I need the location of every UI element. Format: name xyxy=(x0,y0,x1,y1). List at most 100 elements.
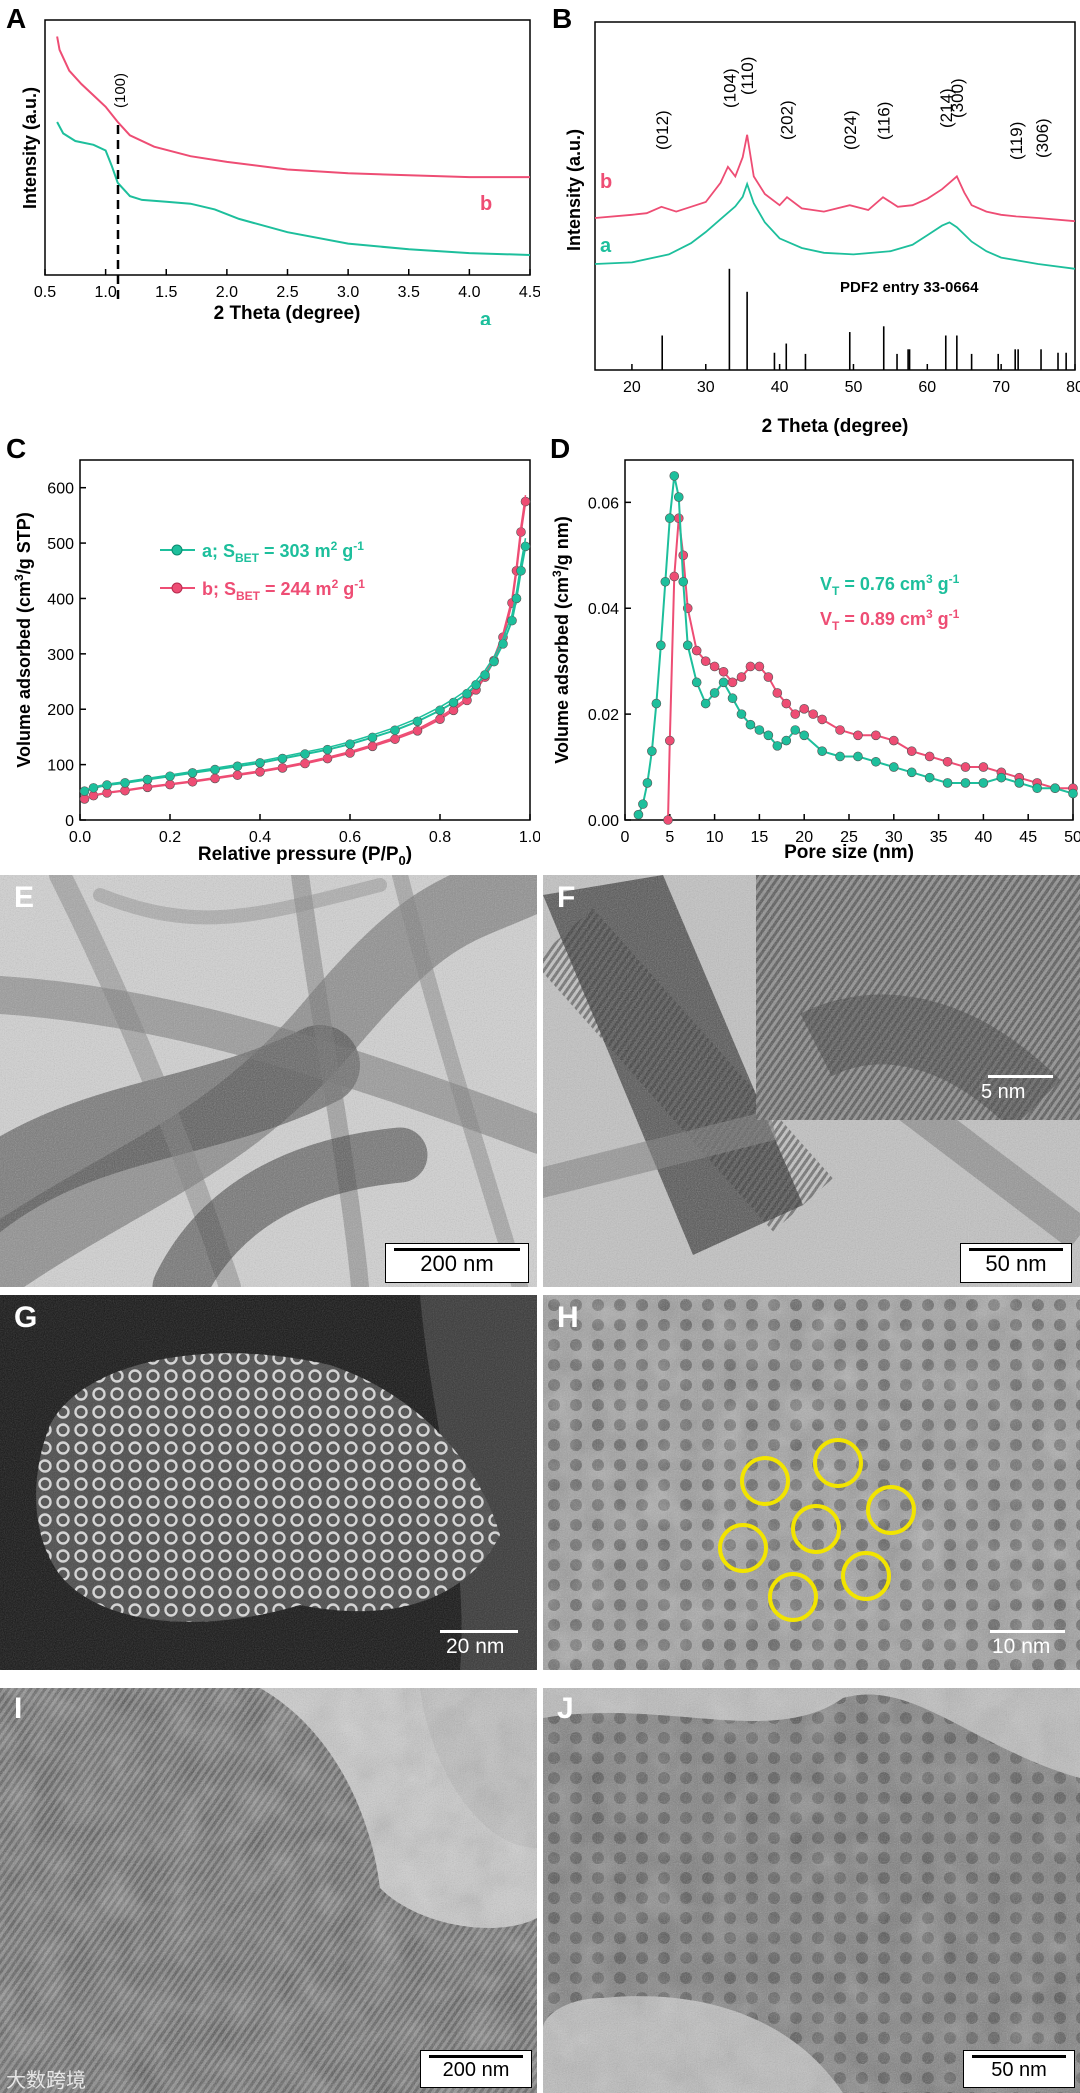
panel-d-line-a-point xyxy=(1050,783,1060,794)
panel-b-ylabel: Intensity (a.u.) xyxy=(564,129,584,251)
panel-d-line-a-point xyxy=(799,730,810,741)
panel-b-peak-label: (116) xyxy=(875,102,894,140)
panel-b-xlabel: 2 Theta (degree) xyxy=(762,416,909,437)
panel-letter-g: G xyxy=(14,1301,38,1334)
panel-f-scale-label: 50 nm xyxy=(985,1251,1047,1276)
panel-c-xtick-label: 0.8 xyxy=(429,829,451,846)
panel-d-line-b-point xyxy=(772,688,783,698)
panel-d-line-a-point xyxy=(736,709,747,719)
panel-b-xtick-label: 50 xyxy=(845,379,863,396)
panel-c-xtick-label: 0.2 xyxy=(159,829,181,846)
panel-c-xtick-label: 1.0 xyxy=(519,829,540,846)
panel-d-line-b-point xyxy=(817,714,827,725)
panel-d-line-a-point xyxy=(781,735,792,746)
panel-b-line-a xyxy=(594,181,1076,270)
panel-b-peak-label: (214) xyxy=(937,88,956,128)
svg-text:b; SBET = 244 m2 g-1: b; SBET = 244 m2 g-1 xyxy=(202,577,365,603)
panel-d-line-a-point xyxy=(996,772,1007,783)
panel-letter-c: C xyxy=(6,433,26,464)
panel-b-peak-label: (202) xyxy=(777,100,796,140)
panel-a-xtick-label: 0.5 xyxy=(34,284,56,301)
watermark-logo: 大数跨境 xyxy=(6,2070,86,2092)
panel-a-peak-label: (100) xyxy=(112,73,129,108)
panel-b-xtick-label: 70 xyxy=(992,379,1010,396)
panel-g-haadf-image: G 20 nm xyxy=(0,1295,537,1670)
panel-c-xtick-label: 0.6 xyxy=(339,829,361,846)
panel-d-line-b-point xyxy=(763,672,774,682)
panel-a-xticks: 0.5 1.0 1.5 2.0 2.5 3.0 3.5 4.0 4.5 xyxy=(34,269,540,301)
panel-c-line-a-point xyxy=(520,541,531,552)
panel-c-ytick-label: 400 xyxy=(47,591,74,608)
panel-d-line-b-point xyxy=(924,751,935,762)
panel-d-line-a-point xyxy=(763,730,774,741)
panel-d-xtick-label: 0 xyxy=(621,829,630,846)
panel-c-ytick-label: 200 xyxy=(47,702,74,719)
panel-a-xtick-label: 4.5 xyxy=(519,284,540,301)
panel-d-line-a-point xyxy=(835,751,845,762)
panel-c-ytick-label: 500 xyxy=(47,536,74,553)
panel-b-lines xyxy=(594,134,1076,270)
panel-i-tem-image: I 200 nm 大数跨境 xyxy=(0,1688,537,2093)
panel-d-xtick-label: 15 xyxy=(751,829,769,846)
panel-d-line-a-point xyxy=(660,576,671,587)
panel-d-line-a-point xyxy=(745,719,756,730)
panel-d-line-a-point xyxy=(853,751,863,762)
panel-f-scale-box: 50 nm xyxy=(960,1243,1072,1283)
panel-d-line-a-point xyxy=(633,809,644,820)
panel-c-xtick-label: 0.4 xyxy=(249,829,271,846)
panel-a-xtick-label: 2.5 xyxy=(276,284,298,301)
panel-f-inset: 5 nm xyxy=(756,875,1080,1120)
panel-d-line-a-point xyxy=(727,693,738,704)
panel-d-line-a-point xyxy=(924,772,935,783)
panel-a-lines xyxy=(56,36,531,256)
panel-c-line-a-point xyxy=(165,771,175,782)
panel-d-ytick-label: 0.04 xyxy=(588,601,619,618)
panel-d-line-b-point xyxy=(906,746,917,756)
panel-d-xlabel: Pore size (nm) xyxy=(784,842,914,863)
panel-d-line-b-point xyxy=(736,672,747,682)
panel-a-xtick-label: 1.0 xyxy=(95,284,117,301)
panel-d-line-a-point xyxy=(709,688,720,698)
panel-c-line-a-point xyxy=(210,764,220,775)
panel-d-xtick-label: 5 xyxy=(665,829,674,846)
panel-b-peak-label: (300) xyxy=(948,78,967,118)
panel-d-ticks: 0 5 10 15 20 25 30 35 40 45 50 0.00 0.02 0.04 0.06 xyxy=(588,495,1080,846)
panel-d-ylabel: Volume adsorbed (cm3/g nm) xyxy=(550,516,572,763)
panel-d-vt-b: VT = 0.89 cm3 g-1 xyxy=(820,607,960,633)
panel-a-xtick-label: 3.5 xyxy=(398,284,420,301)
panel-d-line-b-point xyxy=(888,735,899,746)
panel-b-xtick-label: 20 xyxy=(623,379,641,396)
panel-b-xticks: 20 30 40 50 60 70 80 xyxy=(623,364,1080,396)
panel-a-chart: A 0.5 1.0 1.5 2.0 2.5 3.0 3.5 4.0 4.5 2 Theta (d… xyxy=(6,3,540,325)
panel-d-line-a-point xyxy=(790,725,801,735)
svg-text:a; SBET = 303 m2 g-1: a; SBET = 303 m2 g-1 xyxy=(202,539,364,565)
panel-c-line-a-point xyxy=(187,768,198,778)
panel-d-line-a-point xyxy=(1014,778,1025,788)
panel-a-line-b xyxy=(56,36,530,179)
panel-b-axes xyxy=(594,21,1076,371)
panel-c-ytick-label: 100 xyxy=(47,758,74,775)
panel-b-peak-label: (119) xyxy=(1007,122,1026,160)
panel-b-peak-label: (104) xyxy=(720,68,739,108)
panel-c-ylabel: Volume adsorbed (cm3/g STP) xyxy=(12,512,34,767)
panel-b-xtick-label: 80 xyxy=(1066,379,1080,396)
panel-c-ticks: 0.0 0.2 0.4 0.6 0.8 1.0 0 100 200 300 400 500 600 xyxy=(47,481,540,846)
panel-c-line-a-point xyxy=(79,786,90,797)
panel-d-line-a-point xyxy=(772,741,783,751)
panel-d-lines xyxy=(633,471,1078,825)
panel-d-line-a xyxy=(637,475,1074,816)
panel-d-line-b-point xyxy=(709,661,720,672)
panel-d-ytick-label: 0.02 xyxy=(588,707,619,724)
panel-i-scale-box: 200 nm xyxy=(420,2050,532,2088)
panel-a-xtick-label: 1.5 xyxy=(155,284,177,301)
panel-d-line-b-point xyxy=(781,698,792,709)
panel-c-axes xyxy=(79,459,531,821)
panel-b-label-b: b xyxy=(600,171,612,193)
panel-c-line-a-desorption xyxy=(84,538,527,792)
panel-b-peak-label: (110) xyxy=(738,57,757,95)
panel-d-xtick-label: 20 xyxy=(795,829,813,846)
panel-c-ytick-label: 0 xyxy=(65,813,74,830)
panel-d-ytick-label: 0.00 xyxy=(588,813,619,830)
panel-d-line-a-point xyxy=(817,746,827,756)
panel-d-line-b-point xyxy=(960,762,971,772)
